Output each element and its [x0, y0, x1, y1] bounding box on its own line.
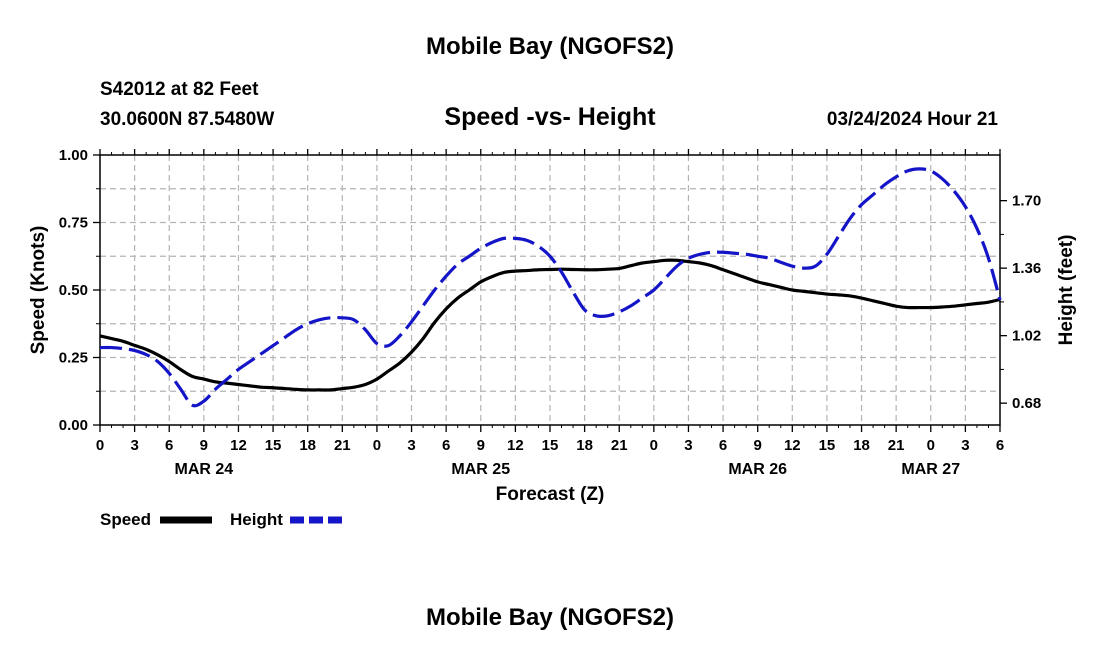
- y2-tick-label: 1.70: [1012, 193, 1041, 210]
- day-label: MAR 25: [451, 461, 510, 478]
- y2-axis-title: Height (feet): [1056, 235, 1077, 346]
- x-tick-label: 3: [961, 437, 969, 454]
- day-label: MAR 24: [175, 461, 234, 478]
- x-tick-label: 21: [888, 437, 905, 454]
- y-tick-label: 0.25: [59, 350, 88, 367]
- x-tick-label: 0: [650, 437, 658, 454]
- x-tick-label: 0: [373, 437, 381, 454]
- axis-ticks: [93, 149, 1007, 432]
- y-tick-label: 1.00: [59, 147, 88, 164]
- x-tick-labels: 0 3 6 9 12 15 18 21 0 3 6 9 12 15 18 21 0 3 6 9 12 15 18 21 0 3 6: [96, 437, 1004, 454]
- legend-speed-label: Speed: [100, 510, 151, 529]
- y-tick-label: 0.00: [59, 417, 88, 434]
- x-tick-label: 6: [996, 437, 1004, 454]
- x-tick-label: 12: [784, 437, 801, 454]
- x-tick-label: 21: [334, 437, 351, 454]
- x-tick-label: 9: [477, 437, 485, 454]
- x-tick-label: 6: [442, 437, 450, 454]
- legend: Speed Height: [100, 510, 342, 529]
- day-labels: MAR 24 MAR 25 MAR 26 MAR 27: [175, 461, 961, 478]
- height-series-line: [99, 167, 1002, 408]
- y2-tick-label: 0.68: [1012, 395, 1041, 412]
- x-tick-label: 9: [200, 437, 208, 454]
- x-tick-label: 6: [719, 437, 727, 454]
- x-tick-label: 18: [853, 437, 870, 454]
- x-tick-label: 9: [754, 437, 762, 454]
- x-tick-label: 15: [819, 437, 836, 454]
- day-label: MAR 27: [901, 461, 960, 478]
- x-tick-label: 15: [542, 437, 559, 454]
- y-axis-title: Speed (Knots): [28, 226, 49, 355]
- x-tick-label: 3: [130, 437, 138, 454]
- y-tick-label: 0.75: [59, 215, 88, 232]
- station-coords: 30.0600N 87.5480W: [100, 109, 274, 130]
- x-axis-title: Forecast (Z): [496, 484, 605, 505]
- x-tick-label: 21: [611, 437, 628, 454]
- chart-subtitle: Speed -vs- Height: [444, 103, 656, 131]
- x-tick-label: 6: [165, 437, 173, 454]
- y2-tick-label: 1.02: [1012, 328, 1041, 345]
- day-label: MAR 26: [728, 461, 787, 478]
- x-tick-label: 3: [684, 437, 692, 454]
- chart-main-title: Mobile Bay (NGOFS2): [426, 33, 674, 60]
- footer-title: Mobile Bay (NGOFS2): [426, 604, 674, 631]
- x-tick-label: 3: [407, 437, 415, 454]
- x-tick-label: 12: [507, 437, 524, 454]
- y-tick-labels: 0.00 0.25 0.50 0.75 1.00: [59, 147, 88, 434]
- y-tick-label: 0.50: [59, 282, 88, 299]
- legend-height-label: Height: [230, 510, 283, 529]
- x-tick-label: 0: [96, 437, 104, 454]
- y2-tick-label: 1.36: [1012, 260, 1041, 277]
- y2-tick-labels: 0.68 1.02 1.36 1.70: [1012, 193, 1041, 413]
- forecast-timestamp: 03/24/2024 Hour 21: [827, 109, 999, 130]
- station-label: S42012 at 82 Feet: [100, 79, 259, 100]
- x-tick-label: 18: [299, 437, 316, 454]
- series-lines: [99, 167, 1002, 408]
- x-tick-label: 15: [265, 437, 282, 454]
- x-tick-label: 0: [927, 437, 935, 454]
- x-tick-label: 18: [576, 437, 593, 454]
- speed-series-line: [99, 258, 1001, 392]
- grid-lines: [100, 155, 1000, 425]
- x-tick-label: 12: [230, 437, 247, 454]
